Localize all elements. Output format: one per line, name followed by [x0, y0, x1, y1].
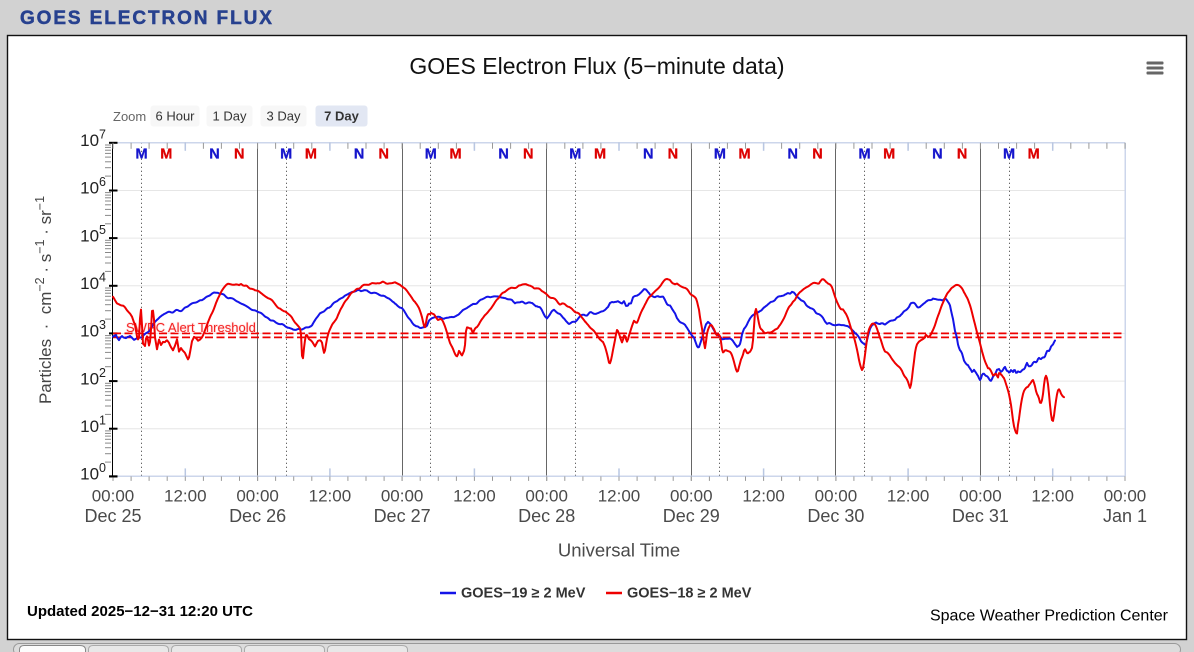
svg-text:Dec 31: Dec 31	[952, 506, 1009, 526]
svg-text:N: N	[354, 147, 364, 163]
svg-text:N: N	[812, 147, 822, 163]
svg-text:M: M	[739, 147, 751, 163]
svg-text:M: M	[569, 147, 581, 163]
svg-text:GOES−19 ≥ 2 MeV: GOES−19 ≥ 2 MeV	[461, 586, 586, 602]
svg-text:GOES ELECTRON FLUX: GOES ELECTRON FLUX	[20, 8, 274, 29]
svg-text:Universal Time: Universal Time	[558, 540, 680, 561]
svg-text:00:00: 00:00	[959, 487, 1002, 506]
svg-text:SWPC Alert Threshold: SWPC Alert Threshold	[126, 320, 256, 335]
svg-text:N: N	[498, 147, 508, 163]
svg-text:12:00: 12:00	[309, 487, 352, 506]
svg-text:12:00: 12:00	[453, 487, 496, 506]
svg-text:00:00: 00:00	[92, 487, 135, 506]
svg-text:M: M	[305, 147, 317, 163]
svg-text:12:00: 12:00	[887, 487, 930, 506]
svg-text:GOES−18 ≥ 2 MeV: GOES−18 ≥ 2 MeV	[627, 586, 752, 602]
svg-text:M: M	[714, 147, 726, 163]
svg-text:N: N	[932, 147, 942, 163]
svg-text:Updated 2025−12−31 12:20 UTC: Updated 2025−12−31 12:20 UTC	[27, 603, 253, 620]
svg-text:N: N	[209, 147, 219, 163]
svg-text:7 Day: 7 Day	[324, 109, 359, 124]
svg-text:N: N	[957, 147, 967, 163]
svg-text:00:00: 00:00	[381, 487, 424, 506]
svg-text:Dec 29: Dec 29	[663, 506, 720, 526]
svg-text:N: N	[234, 147, 244, 163]
svg-text:M: M	[1028, 147, 1040, 163]
svg-text:Dec 30: Dec 30	[807, 506, 864, 526]
svg-text:N: N	[668, 147, 678, 163]
svg-text:3 Day: 3 Day	[267, 109, 301, 124]
svg-text:M: M	[858, 147, 870, 163]
svg-text:N: N	[643, 147, 653, 163]
svg-text:M: M	[136, 147, 148, 163]
svg-text:00:00: 00:00	[1104, 487, 1147, 506]
svg-text:Dec 27: Dec 27	[374, 506, 431, 526]
svg-text:6 Hour: 6 Hour	[155, 109, 195, 124]
svg-text:M: M	[160, 147, 172, 163]
svg-text:N: N	[788, 147, 798, 163]
svg-text:00:00: 00:00	[525, 487, 568, 506]
svg-text:M: M	[594, 147, 606, 163]
svg-text:00:00: 00:00	[236, 487, 279, 506]
svg-text:Dec 25: Dec 25	[84, 506, 141, 526]
svg-text:N: N	[379, 147, 389, 163]
svg-text:Dec 28: Dec 28	[518, 506, 575, 526]
svg-text:Jan 1: Jan 1	[1103, 506, 1147, 526]
svg-text:12:00: 12:00	[598, 487, 641, 506]
svg-text:12:00: 12:00	[164, 487, 207, 506]
svg-text:M: M	[449, 147, 461, 163]
svg-text:00:00: 00:00	[670, 487, 713, 506]
svg-text:12:00: 12:00	[742, 487, 785, 506]
svg-text:GOES Electron Flux (5−minute d: GOES Electron Flux (5−minute data)	[409, 53, 784, 79]
svg-text:Zoom: Zoom	[113, 109, 146, 124]
svg-text:00:00: 00:00	[815, 487, 858, 506]
svg-text:Space Weather Prediction Cente: Space Weather Prediction Center	[930, 608, 1169, 625]
svg-text:M: M	[425, 147, 437, 163]
svg-text:Dec 26: Dec 26	[229, 506, 286, 526]
svg-text:M: M	[280, 147, 292, 163]
svg-text:1 Day: 1 Day	[213, 109, 247, 124]
svg-text:M: M	[883, 147, 895, 163]
svg-text:M: M	[1003, 147, 1015, 163]
svg-text:N: N	[523, 147, 533, 163]
svg-text:Particles · cm−2 · s−1 · sr−: Particles · cm−2 · s−1 · sr−1	[33, 196, 55, 404]
svg-text:12:00: 12:00	[1031, 487, 1074, 506]
